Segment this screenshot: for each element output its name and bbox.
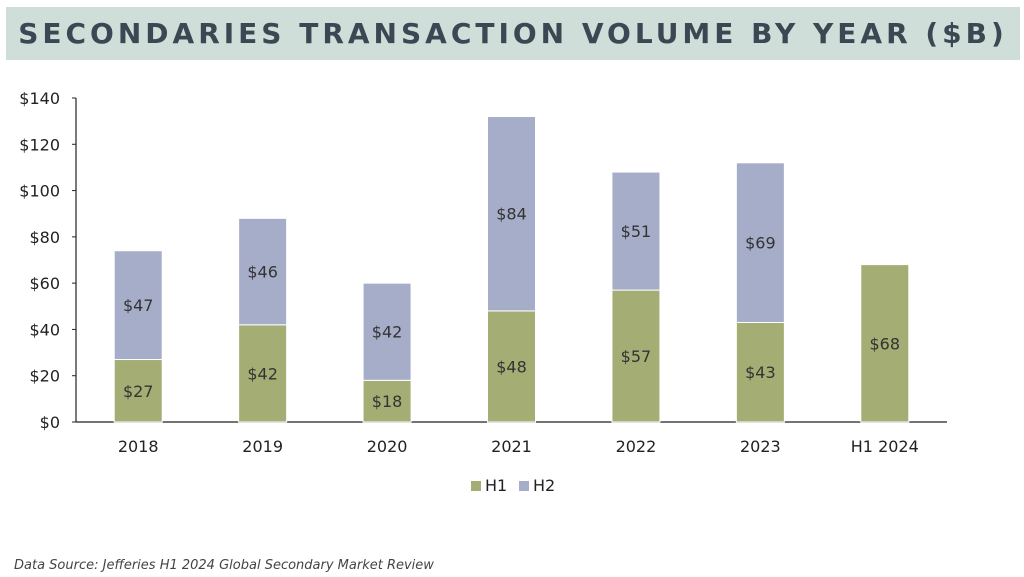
- data-label: $43: [745, 363, 776, 382]
- bar-h2: [611, 171, 661, 291]
- title-banner: SECONDARIES TRANSACTION VOLUME BY YEAR (…: [6, 7, 1020, 60]
- y-tick-label: $60: [29, 274, 60, 293]
- data-label: $47: [123, 296, 154, 315]
- y-tick-label: $0: [40, 413, 60, 432]
- data-label: $68: [870, 334, 901, 353]
- data-source-note: Data Source: Jefferies H1 2024 Global Se…: [14, 558, 434, 573]
- data-label: $69: [745, 234, 776, 253]
- x-category-label: 2022: [616, 437, 657, 456]
- data-label: $42: [372, 323, 403, 342]
- data-label: $42: [247, 364, 278, 383]
- data-label: $51: [621, 222, 652, 241]
- x-category-label: 2018: [118, 437, 159, 456]
- data-label: $18: [372, 392, 403, 411]
- x-category-label: 2020: [367, 437, 408, 456]
- bar-h1: [238, 324, 288, 423]
- legend-swatch-h1: [471, 481, 481, 491]
- data-label: $57: [621, 347, 652, 366]
- x-category-label: 2021: [491, 437, 532, 456]
- y-tick-label: $120: [19, 135, 60, 154]
- y-tick-label: $40: [29, 320, 60, 339]
- data-label: $27: [123, 382, 154, 401]
- y-tick-label: $100: [19, 182, 60, 201]
- y-tick-label: $140: [19, 89, 60, 108]
- bar-h2: [113, 250, 163, 361]
- bar-h2: [487, 116, 536, 312]
- x-category-label: H1 2024: [851, 437, 919, 456]
- y-tick-label: $80: [29, 228, 60, 247]
- legend-swatch-h2: [519, 481, 529, 491]
- y-tick-label: $20: [29, 367, 60, 386]
- x-category-label: 2019: [242, 437, 283, 456]
- data-label: $46: [247, 263, 278, 282]
- bar-h1: [735, 321, 785, 423]
- bar-h1: [487, 310, 536, 423]
- legend-label-h1: H1: [485, 476, 507, 495]
- bar-h1: [362, 379, 412, 423]
- bar-h1: [860, 264, 910, 423]
- stacked-bar-chart: $0 $20 $40 $60 $80 $100 $120 $140 $27 $47 2018 $42 $…: [19, 89, 947, 495]
- chart-title: SECONDARIES TRANSACTION VOLUME BY YEAR (…: [18, 17, 1008, 50]
- data-label: $48: [496, 357, 527, 376]
- bar-h1: [611, 289, 661, 423]
- bar-h2: [735, 162, 785, 323]
- data-label: $84: [496, 205, 527, 224]
- x-category-label: 2023: [740, 437, 781, 456]
- legend-label-h2: H2: [533, 476, 555, 495]
- bar-h2: [362, 282, 412, 381]
- bar-h2: [238, 217, 288, 326]
